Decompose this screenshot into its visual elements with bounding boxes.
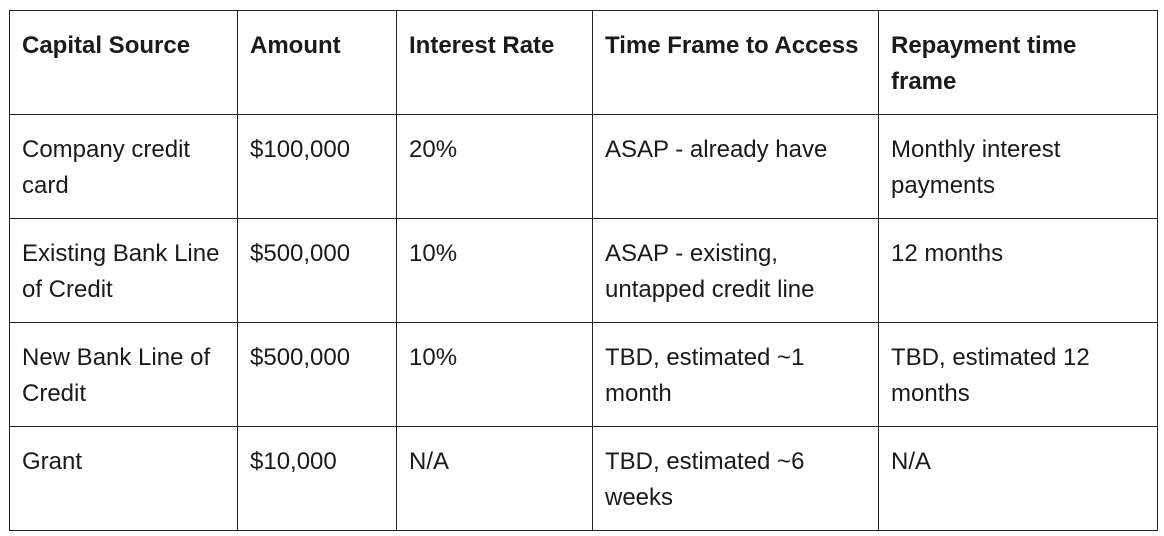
cell-amount: $500,000: [237, 322, 397, 427]
cell-time-frame-to-access: ASAP - already have: [592, 114, 879, 219]
cell-interest-rate: 10%: [396, 322, 593, 427]
cell-interest-rate: 20%: [396, 114, 593, 219]
cell-amount: $100,000: [237, 114, 397, 219]
cell-repayment-time-frame: Monthly interest payments: [878, 114, 1158, 219]
header-interest-rate: Interest Rate: [396, 10, 593, 115]
header-repayment-time-frame: Repayment time frame: [878, 10, 1158, 115]
cell-repayment-time-frame: TBD, estimated 12 months: [878, 322, 1158, 427]
table-row: Company credit card $100,000 20% ASAP - …: [9, 114, 1158, 219]
capital-sources-table: Capital Source Amount Interest Rate Time…: [9, 10, 1158, 531]
table-header-row: Capital Source Amount Interest Rate Time…: [9, 10, 1158, 115]
table-row: New Bank Line of Credit $500,000 10% TBD…: [9, 322, 1158, 427]
cell-interest-rate: 10%: [396, 218, 593, 323]
cell-interest-rate: N/A: [396, 426, 593, 531]
cell-capital-source: Company credit card: [9, 114, 238, 219]
cell-capital-source: Grant: [9, 426, 238, 531]
cell-repayment-time-frame: N/A: [878, 426, 1158, 531]
header-time-frame-to-access: Time Frame to Access: [592, 10, 879, 115]
cell-time-frame-to-access: TBD, estimated ~1 month: [592, 322, 879, 427]
table-row: Grant $10,000 N/A TBD, estimated ~6 week…: [9, 426, 1158, 531]
cell-amount: $500,000: [237, 218, 397, 323]
cell-capital-source: Existing Bank Line of Credit: [9, 218, 238, 323]
cell-repayment-time-frame: 12 months: [878, 218, 1158, 323]
header-capital-source: Capital Source: [9, 10, 238, 115]
table-row: Existing Bank Line of Credit $500,000 10…: [9, 218, 1158, 323]
cell-amount: $10,000: [237, 426, 397, 531]
cell-capital-source: New Bank Line of Credit: [9, 322, 238, 427]
cell-time-frame-to-access: TBD, estimated ~6 weeks: [592, 426, 879, 531]
header-amount: Amount: [237, 10, 397, 115]
cell-time-frame-to-access: ASAP - existing, untapped credit line: [592, 218, 879, 323]
